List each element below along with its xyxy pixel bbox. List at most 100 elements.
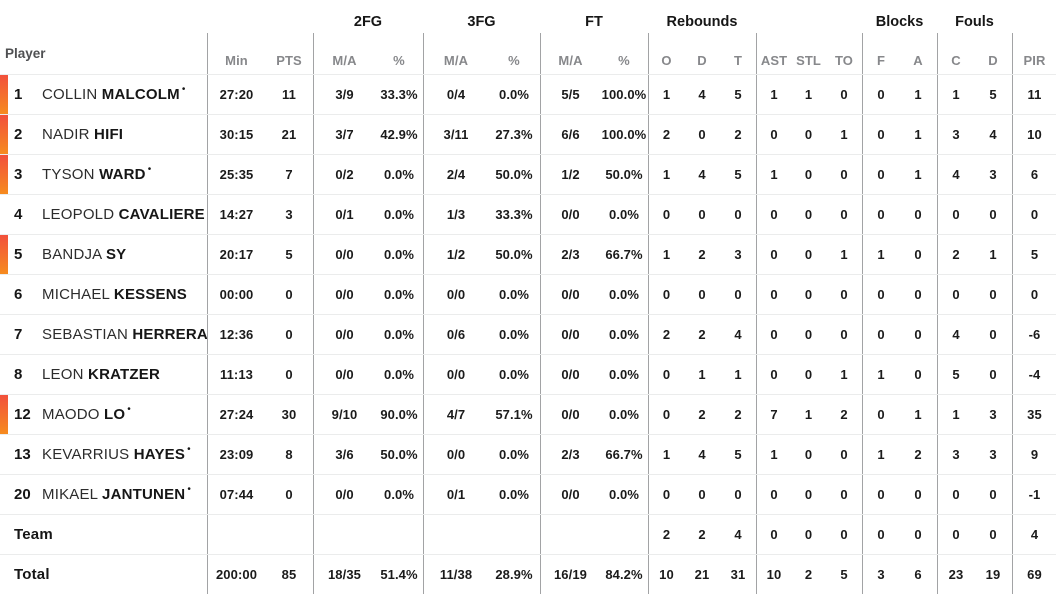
- stat-ft-ma: 0/0: [540, 315, 600, 354]
- player-name: BANDJA SY•: [42, 246, 126, 263]
- stat-ast: 0: [756, 315, 791, 354]
- column-header-stl: STL: [796, 53, 821, 68]
- stat-ast: 0: [756, 355, 791, 394]
- stat-reb-o: 1: [648, 235, 684, 274]
- player-number: 20: [14, 486, 31, 503]
- stat-foul-d: 5: [989, 87, 997, 102]
- stat-ft-pct: 50.0%: [605, 167, 643, 182]
- column-header-reb-d: D: [697, 53, 707, 68]
- stat-min: 07:44: [207, 475, 265, 514]
- player-last-name: WARD: [99, 166, 146, 183]
- stat-reb-t: 1: [734, 367, 742, 382]
- stat-to: 0: [840, 207, 848, 222]
- stat-foul-c: 0: [937, 195, 974, 234]
- table-row: 3 TYSON WARD • 25:35 7 0/2 0.0% 2/4 50.0%…: [0, 154, 1056, 194]
- starter-icon: •: [187, 484, 192, 495]
- stat-min: 20:17: [207, 235, 265, 274]
- player-last-name: HIFI: [94, 126, 124, 143]
- stat-ft-pct: 84.2%: [605, 567, 643, 582]
- stat-min: [207, 515, 265, 554]
- stat-stl: 0: [804, 127, 813, 142]
- stat-stl: 2: [804, 567, 813, 582]
- player-name: MIKAEL JANTUNEN •: [42, 484, 192, 504]
- stat-stl: 0: [804, 487, 813, 502]
- stat-ft-pct: 100.0%: [601, 127, 647, 142]
- stat-3fg-pct: 0.0%: [498, 447, 530, 462]
- stat-block-f: 0: [862, 395, 899, 434]
- stat-ft-ma: 0/0: [540, 395, 600, 434]
- stat-ft-pct: 66.7%: [605, 447, 643, 462]
- stat-to: 2: [840, 407, 848, 422]
- stat-to: 1: [840, 367, 848, 382]
- player-cell: 12 MAODO LO •: [0, 395, 207, 434]
- stat-pts: 0: [285, 287, 293, 302]
- stat-ft-pct: 0.0%: [608, 407, 640, 422]
- player-cell: 20 MIKAEL JANTUNEN •: [0, 475, 207, 514]
- stat-stl: 0: [804, 247, 813, 262]
- stat-ast: 7: [756, 395, 791, 434]
- stat-to: 0: [840, 527, 848, 542]
- player-first-name: MIKAEL: [42, 486, 98, 503]
- stat-reb-d: 2: [698, 407, 706, 422]
- group-header-fouls: Fouls: [955, 14, 994, 30]
- stat-ft-pct: 100.0%: [601, 87, 647, 102]
- stat-foul-c: 4: [937, 315, 974, 354]
- stat-ast: 0: [756, 115, 791, 154]
- stat-2fg-pct: 0.0%: [383, 327, 415, 342]
- stat-3fg-ma: 4/7: [423, 395, 488, 434]
- stat-2fg-ma: 0/0: [313, 355, 375, 394]
- player-name: KEVARRIUS HAYES •: [42, 444, 191, 464]
- stat-block-a: 1: [914, 167, 922, 182]
- stat-to: 0: [840, 287, 848, 302]
- column-header-min: Min: [207, 33, 265, 74]
- stat-2fg-pct: 0.0%: [383, 167, 415, 182]
- player-cell: 7 SEBASTIAN HERRERA•: [0, 315, 207, 354]
- stat-foul-c: 0: [937, 515, 974, 554]
- stat-2fg-ma: 0/0: [313, 315, 375, 354]
- player-cell: 3 TYSON WARD •: [0, 155, 207, 194]
- stat-ft-pct: 66.7%: [605, 247, 643, 262]
- stat-2fg-pct: 42.9%: [380, 127, 418, 142]
- stat-to: 0: [840, 167, 848, 182]
- stat-2fg-ma: 0/0: [313, 235, 375, 274]
- stat-pts: 0: [285, 327, 293, 342]
- player-number: 7: [14, 326, 23, 343]
- player-cell: 1 COLLIN MALCOLM •: [0, 75, 207, 114]
- stat-pir: 4: [1012, 515, 1056, 554]
- column-header-block-a: A: [913, 53, 923, 68]
- stat-3fg-pct: 33.3%: [495, 207, 533, 222]
- player-first-name: NADIR: [42, 126, 90, 143]
- column-header-2fg-pct: %: [393, 53, 405, 68]
- stat-foul-d: 19: [985, 567, 1001, 582]
- column-header-ast: AST: [756, 33, 791, 74]
- stat-stl: 0: [804, 447, 813, 462]
- table-row: Total• 200:00 85 18/35 51.4% 11/38 28.9%…: [0, 554, 1056, 594]
- stat-pir: 0: [1012, 195, 1056, 234]
- player-name: LEOPOLD CAVALIERE•: [42, 206, 205, 223]
- stat-3fg-pct: 0.0%: [498, 487, 530, 502]
- starter-icon: •: [187, 444, 191, 455]
- column-header-ft-pct: %: [618, 53, 630, 68]
- stat-reb-o: 0: [648, 275, 684, 314]
- stat-reb-d: 2: [698, 247, 706, 262]
- stat-min: 14:27: [207, 195, 265, 234]
- player-name: NADIR HIFI•: [42, 126, 123, 143]
- stat-ast: 1: [756, 155, 791, 194]
- stat-min: 23:09: [207, 435, 265, 474]
- stat-foul-d: 0: [989, 487, 997, 502]
- stat-reb-d: 0: [698, 287, 706, 302]
- player-last-name: HERRERA: [132, 326, 207, 343]
- stat-reb-t: 2: [734, 127, 742, 142]
- stat-reb-o: 2: [648, 115, 684, 154]
- table-row: 5 BANDJA SY• 20:17 5 0/0 0.0% 1/2 50.0% …: [0, 234, 1056, 274]
- stat-block-a: 1: [914, 407, 922, 422]
- stat-foul-d: 3: [989, 447, 997, 462]
- player-cell: 13 KEVARRIUS HAYES •: [0, 435, 207, 474]
- table-row: 8 LEON KRATZER• 11:13 0 0/0 0.0% 0/0 0.0…: [0, 354, 1056, 394]
- stat-block-f: 0: [862, 155, 899, 194]
- stat-3fg-ma: 0/6: [423, 315, 488, 354]
- player-name: Team•: [14, 526, 53, 543]
- group-header-3fg: 3FG: [467, 14, 496, 30]
- stat-ft-ma: 0/0: [540, 275, 600, 314]
- column-header-block-f: F: [862, 33, 899, 74]
